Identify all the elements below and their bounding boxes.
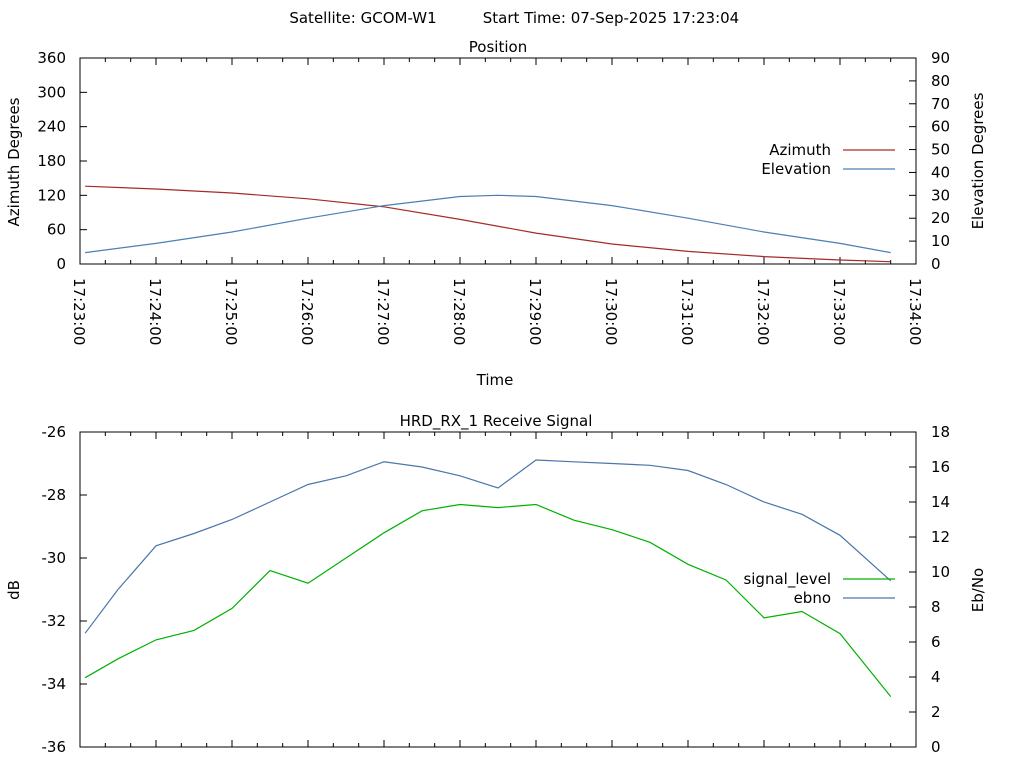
y2-tick-label: 10 [931,563,950,581]
y2-tick-label: 4 [931,668,941,686]
y2-tick-label: 30 [931,186,950,204]
y-tick-label: -32 [42,612,67,630]
y2-tick-label: 12 [931,528,950,546]
x-tick-label: 17:31:00 [678,278,696,345]
position-title: Position [469,38,527,56]
y2-tick-label: 0 [931,738,941,756]
y2-tick-label: 6 [931,633,941,651]
y-tick-label: 60 [47,221,66,239]
x-tick-label: 17:24:00 [146,278,164,345]
legend-label: signal_level [743,570,831,589]
y-tick-label: -34 [42,675,67,693]
x-tick-label: 17:23:00 [70,278,88,345]
y-tick-label: -36 [42,738,67,756]
position-xlabel: Time [476,371,514,389]
y2-tick-label: 0 [931,255,941,273]
legend-label: Elevation [761,160,831,178]
y-tick-label: -26 [42,423,67,441]
x-tick-label: 17:29:00 [526,278,544,345]
y-tick-label: 0 [56,255,66,273]
x-tick-label: 17:28:00 [450,278,468,345]
position-y2label: Elevation Degrees [969,92,987,229]
x-tick-label: 17:25:00 [222,278,240,345]
y2-tick-label: 40 [931,163,950,181]
start-time-label: Start Time: 07-Sep-2025 17:23:04 [483,9,739,27]
signal-title: HRD_RX_1 Receive Signal [400,412,593,431]
signal-y2label: Eb/No [969,568,987,612]
series-line-azimuth [85,185,891,263]
y2-tick-label: 16 [931,458,950,476]
y-tick-label: 360 [37,49,66,67]
y-tick-label: -28 [42,486,67,504]
y2-tick-label: 20 [931,209,950,227]
y-tick-label: 240 [37,118,66,136]
legend-label: Azimuth [769,141,831,159]
x-tick-label: 17:33:00 [830,278,848,345]
x-tick-label: 17:30:00 [602,278,620,345]
series-line-elevation [85,194,891,254]
series-line-signal-level [84,503,892,697]
y-tick-label: 120 [37,186,66,204]
position-ylabel: Azimuth Degrees [5,97,23,226]
series-line-ebno [84,459,892,634]
x-tick-label: 17:27:00 [374,278,392,345]
y-tick-label: -30 [42,549,67,567]
x-tick-label: 17:34:00 [906,278,924,345]
y2-tick-label: 10 [931,232,950,250]
x-tick-label: 17:32:00 [754,278,772,345]
y2-tick-label: 50 [931,141,950,159]
satellite-label: Satellite: GCOM-W1 [289,9,436,27]
signal-ylabel: dB [5,580,23,600]
y2-tick-label: 14 [931,493,950,511]
y2-tick-label: 8 [931,598,941,616]
y2-tick-label: 70 [931,95,950,113]
y2-tick-label: 2 [931,703,941,721]
y2-tick-label: 18 [931,423,950,441]
y2-tick-label: 90 [931,49,950,67]
y2-tick-label: 80 [931,72,950,90]
signal-plot-frame [79,431,917,748]
x-tick-label: 17:26:00 [298,278,316,345]
y-tick-label: 300 [37,83,66,101]
y-tick-label: 180 [37,152,66,170]
y2-tick-label: 60 [931,118,950,136]
legend-label: ebno [794,589,831,607]
